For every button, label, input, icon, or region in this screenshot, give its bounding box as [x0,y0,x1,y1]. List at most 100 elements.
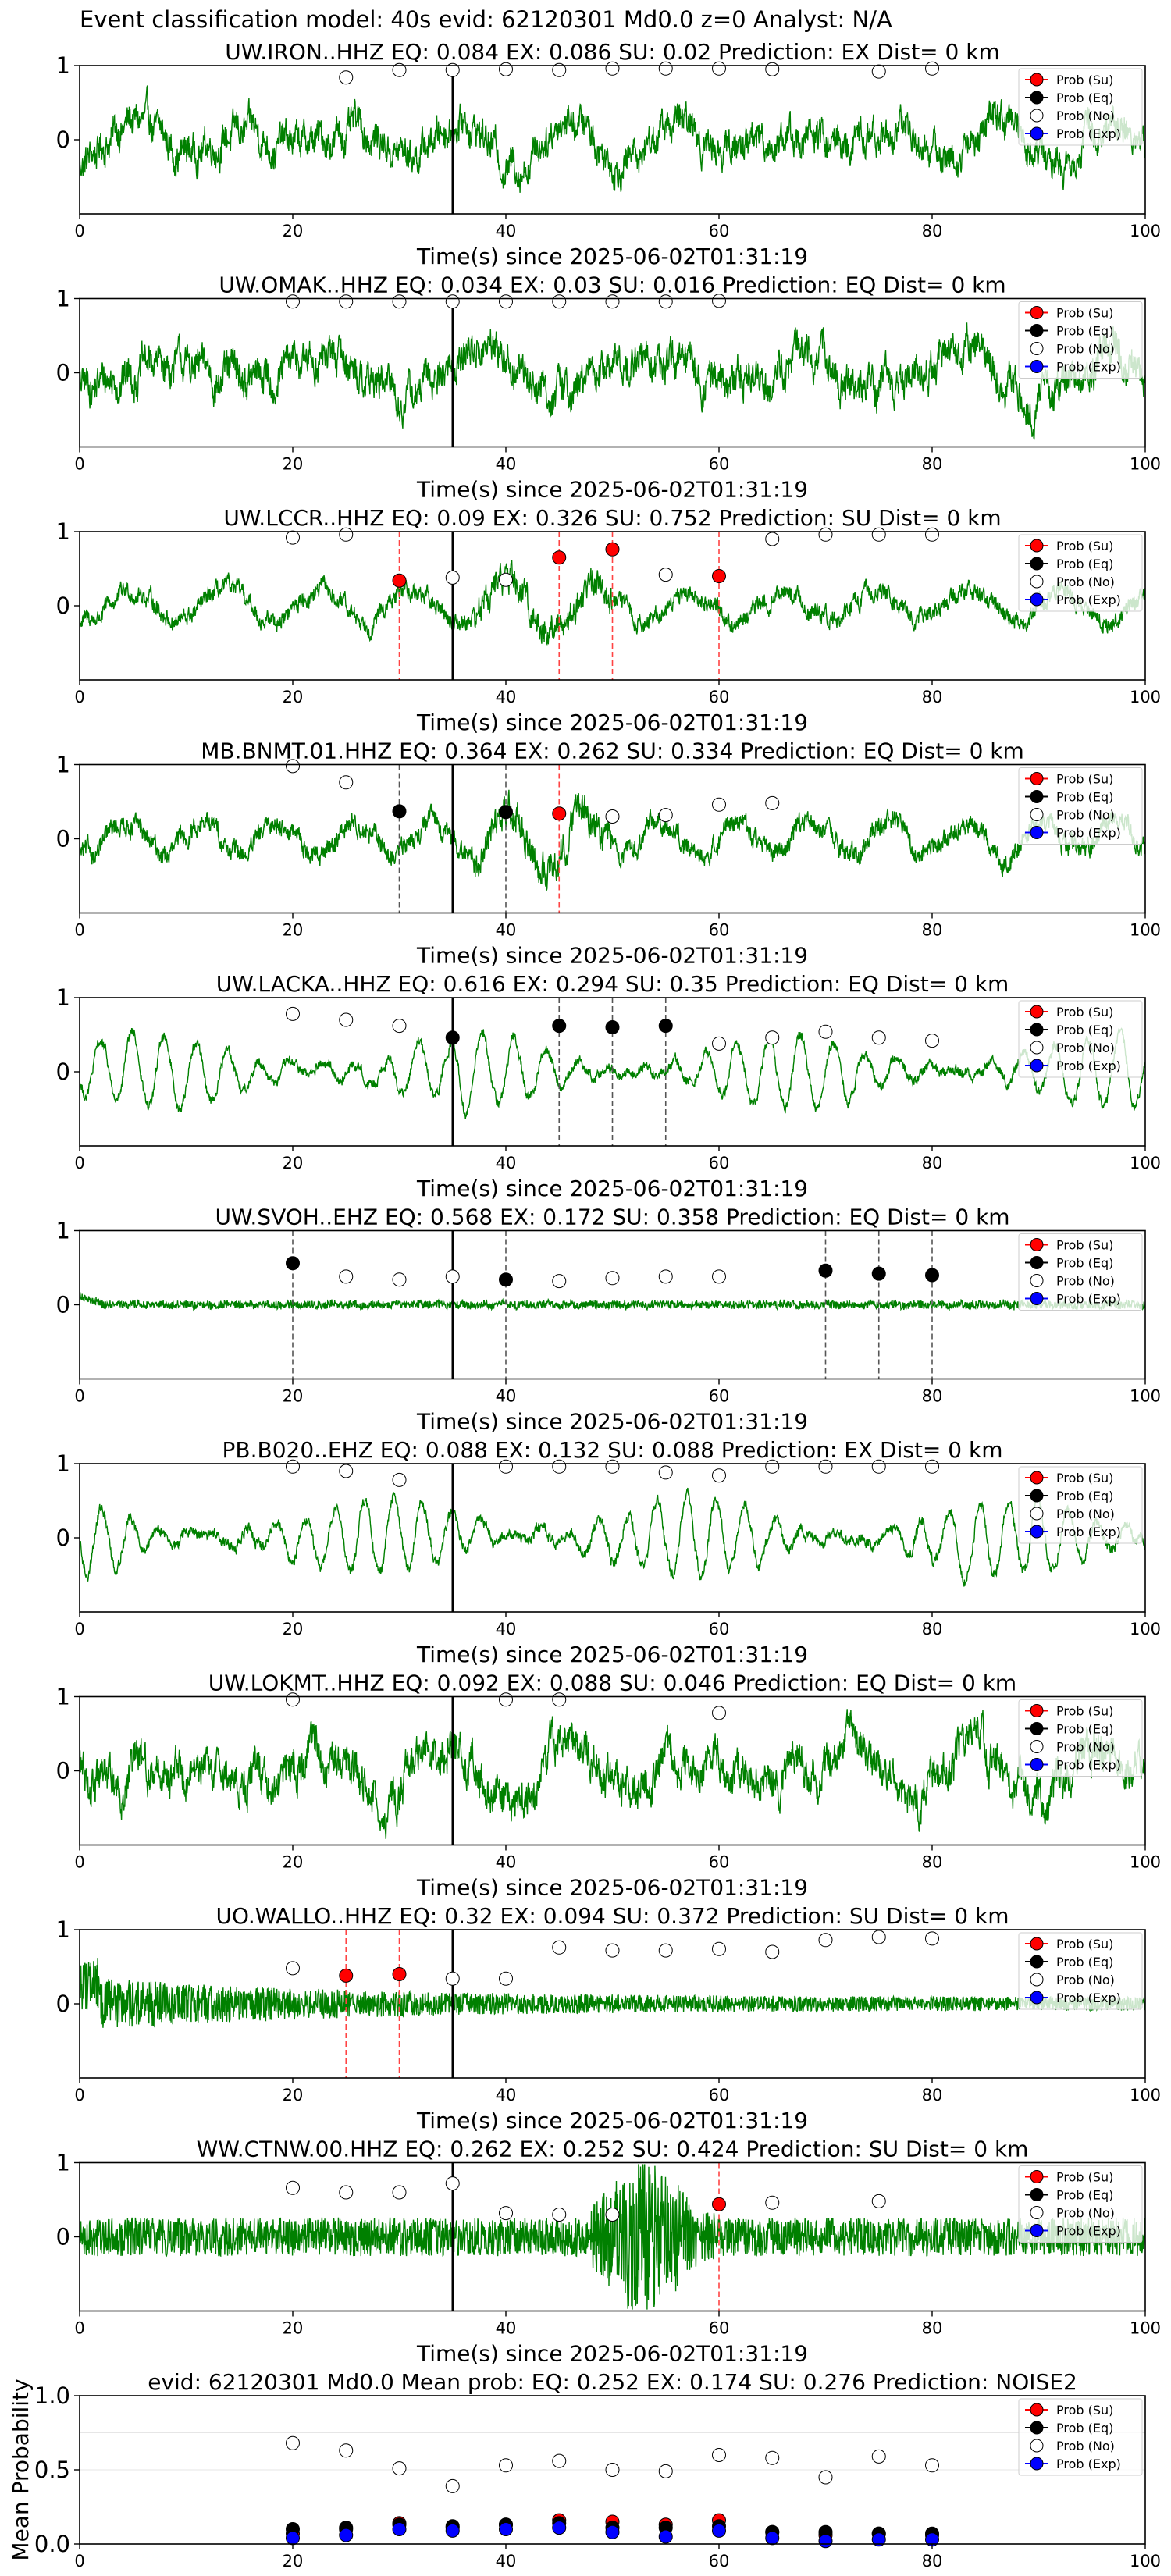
x-tick-label: 60 [709,2552,730,2571]
prob-marker-eq [925,1268,939,1283]
prob-marker-su [712,2197,726,2211]
prob-marker-no [445,294,460,309]
prob-marker-eq [499,805,513,820]
waveform-trace [80,322,1145,440]
panel-title: PB.B020..EHZ EQ: 0.088 EX: 0.132 SU: 0.0… [222,1437,1002,1463]
x-tick-label: 40 [496,1154,517,1172]
legend-marker-eq [1030,557,1044,571]
x-axis-label: Time(s) since 2025-06-02T01:31:19 [416,477,808,503]
x-tick-label: 40 [496,1387,517,1406]
x-tick-label: 80 [922,2086,943,2105]
legend-label: Prob (Eq) [1056,557,1113,571]
y-tick-label: 1 [56,1916,70,1943]
prob-marker-no [339,775,354,790]
legend-label: Prob (Eq) [1056,1955,1113,1969]
legend-box [1018,1466,1143,1544]
legend-marker-no [1030,2439,1044,2453]
x-tick-label: 0 [74,1620,84,1638]
prob-marker-no [286,2180,300,2195]
prob-marker-no [925,61,939,76]
prob-marker-no [712,1706,726,1720]
prob-marker-no [605,2463,620,2477]
panel-title: UW.LACKA..HHZ EQ: 0.616 EX: 0.294 SU: 0.… [216,971,1009,997]
x-tick-label: 20 [283,2552,304,2571]
legend-label: Prob (Su) [1056,1937,1113,1952]
panel-title: UW.LCCR..HHZ EQ: 0.09 EX: 0.326 SU: 0.75… [223,505,1001,531]
prob-marker-no [445,2176,460,2191]
prob-marker-no [765,2450,780,2465]
prob-marker-su [339,1968,354,1983]
legend-box [1018,767,1143,845]
legend-marker-exp [1030,126,1044,141]
x-tick-label: 100 [1130,1154,1161,1172]
prob-marker-su [712,569,726,583]
x-tick-label: 20 [283,688,304,706]
legend-label: Prob (Exp) [1056,1525,1121,1539]
x-tick-label: 80 [922,1387,943,1406]
x-tick-label: 20 [283,1154,304,1172]
prob-marker-su [552,806,567,821]
prob-marker-no [658,1269,673,1284]
prob-marker-exp [499,2522,513,2536]
prob-marker-no [286,530,300,545]
x-tick-label: 20 [283,1620,304,1638]
legend-marker-eq [1030,1722,1044,1735]
prob-marker-no [286,1961,300,1976]
x-tick-label: 60 [709,921,730,940]
prob-marker-no [658,568,673,582]
legend-label: Prob (Eq) [1056,2421,1113,2435]
x-tick-label: 40 [496,2086,517,2105]
panel-title: UW.OMAK..HHZ EQ: 0.034 EX: 0.03 SU: 0.01… [219,272,1005,298]
prob-marker-exp [658,2529,673,2544]
legend-marker-no [1030,1740,1044,1753]
x-tick-label: 60 [709,222,730,240]
legend-marker-no [1030,2206,1044,2219]
legend-label: Prob (Exp) [1056,1758,1121,1773]
x-tick-label: 60 [709,688,730,706]
x-axis-label: Time(s) since 2025-06-02T01:31:19 [416,1409,808,1435]
legend-label: Prob (No) [1056,575,1115,589]
prob-marker-no [925,2458,939,2473]
legend-label: Prob (No) [1056,808,1115,823]
prob-marker-no [339,294,354,309]
prob-marker-no [712,294,726,308]
panel-uw-iron--hhz: UW.IRON..HHZ EQ: 0.084 EX: 0.086 SU: 0.0… [56,39,1162,269]
x-tick-label: 80 [922,2552,943,2571]
prob-marker-no [552,1274,567,1289]
x-tick-label: 80 [922,1853,943,1872]
prob-marker-no [445,570,460,585]
legend-label: Prob (Su) [1056,2403,1113,2418]
x-tick-label: 40 [496,1853,517,1872]
prob-marker-exp [818,2534,833,2549]
legend-label: Prob (Eq) [1056,91,1113,105]
prob-marker-no [339,527,354,542]
y-tick-label: 0 [56,2224,70,2250]
legend-marker-su [1030,1471,1044,1485]
x-tick-label: 0 [74,2319,84,2338]
x-axis-label: Time(s) since 2025-06-02T01:31:19 [416,244,808,269]
prob-marker-no [765,1030,780,1045]
prob-marker-su [605,542,620,557]
prob-marker-no [392,2185,407,2200]
panel-ww-ctnw-00-hhz: WW.CTNW.00.HHZ EQ: 0.262 EX: 0.252 SU: 0… [56,2137,1162,2367]
legend-label: Prob (Exp) [1056,1292,1121,1307]
prob-marker-no [658,2464,673,2478]
legend-label: Prob (Su) [1056,1471,1113,1485]
x-tick-label: 100 [1130,1620,1161,1638]
y-tick-label: 1 [56,52,70,79]
prob-marker-no [605,809,620,824]
legend-marker-no [1030,109,1044,123]
prob-marker-no [658,61,673,76]
prob-marker-eq [658,1019,673,1034]
y-tick-label: 0 [56,1758,70,1784]
legend-label: Prob (Su) [1056,1238,1113,1253]
legend-label: Prob (No) [1056,109,1115,123]
prob-marker-no [552,2453,567,2468]
prob-marker-no [871,2194,886,2208]
panel-mb-bnmt-01-hhz: MB.BNMT.01.HHZ EQ: 0.364 EX: 0.262 SU: 0… [56,738,1162,969]
prob-marker-no [712,797,726,812]
legend-label: Prob (Su) [1056,539,1113,553]
prob-marker-no [818,2470,833,2485]
legend-marker-su [1030,1238,1044,1251]
legend-label: Prob (Exp) [1056,592,1121,607]
